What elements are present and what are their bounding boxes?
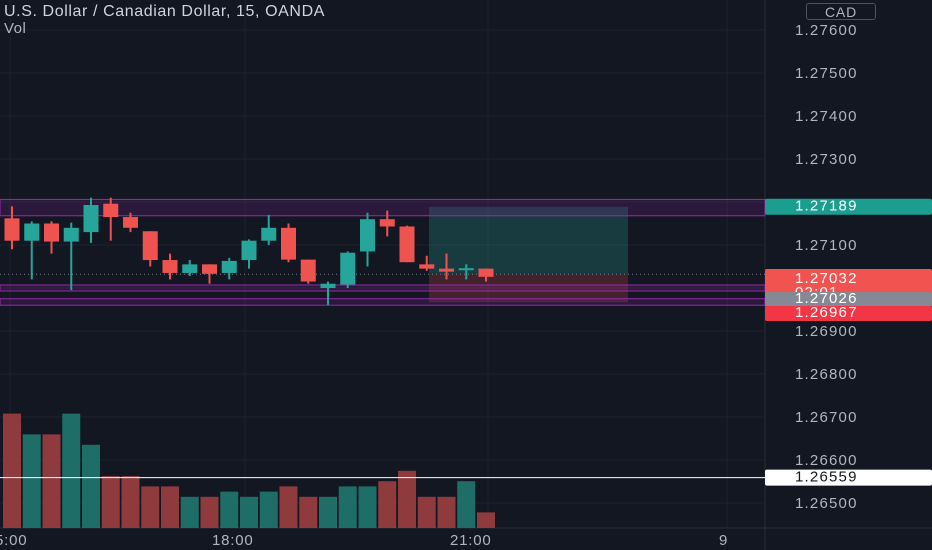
volume-bar <box>338 486 357 528</box>
price-axis-label: 1.26700 <box>795 409 858 426</box>
candle-body <box>44 223 59 242</box>
candle-body <box>202 264 217 274</box>
volume-legend[interactable]: Vol <box>4 20 27 37</box>
price-axis-label: 1.27300 <box>795 151 858 168</box>
volume-bar <box>417 496 436 528</box>
volume-bar <box>62 413 81 528</box>
time-axis-label: 21:00 <box>450 532 492 549</box>
candle-body <box>458 268 474 271</box>
loss-zone[interactable] <box>429 274 628 303</box>
current-price-tag: 1.27032 <box>795 270 858 287</box>
upper-price-tag: 1.27189 <box>795 198 858 215</box>
support-band-low[interactable] <box>0 298 766 306</box>
volume-bar <box>220 491 239 528</box>
volume-bar <box>101 476 120 528</box>
candle-body <box>63 227 79 242</box>
volume-bar <box>437 496 456 528</box>
volume-bar <box>42 434 61 528</box>
candle-body <box>300 259 316 282</box>
volume-bar <box>279 486 298 528</box>
price-axis-label: 1.27500 <box>795 65 858 82</box>
candle-body <box>182 264 198 273</box>
volume-bar <box>457 481 476 528</box>
volume-bar <box>200 496 219 528</box>
volume-bar <box>319 496 337 528</box>
lower-price-tag-bg <box>765 306 932 321</box>
time-axis[interactable]: 5:00 18:00 21:00 9 <box>0 532 728 549</box>
price-axis-label: 1.26900 <box>795 323 858 340</box>
volume-bar <box>121 476 140 528</box>
volume-bar <box>180 496 199 528</box>
volume-bar <box>141 486 160 528</box>
volume-bar <box>82 444 100 528</box>
upper-price-tag-bg <box>765 198 932 215</box>
price-axis-label: 1.27100 <box>795 237 858 254</box>
volume-bar <box>240 496 258 528</box>
candle-body <box>83 205 99 233</box>
mid-price-tag-bg <box>765 292 932 307</box>
volume-bar <box>378 481 397 528</box>
candle-body <box>123 217 138 228</box>
candle-body <box>340 252 356 285</box>
position-zones[interactable] <box>0 206 765 303</box>
candle-body <box>162 260 178 273</box>
candle-body <box>24 223 40 241</box>
price-axis-label: 1.26800 <box>795 366 858 383</box>
price-axis-label: 1.26600 <box>795 452 858 469</box>
time-axis-label: 18:00 <box>212 532 254 549</box>
volume-bar <box>299 496 318 528</box>
time-axis-label: 9 <box>719 532 728 549</box>
candle-body <box>439 268 454 272</box>
candle-body <box>221 260 237 273</box>
volume-bar <box>161 486 179 528</box>
volume-bar <box>477 512 495 528</box>
candle-body <box>478 268 494 277</box>
profit-zone[interactable] <box>429 206 628 275</box>
price-axis-label: 1.27400 <box>795 108 858 125</box>
time-axis-label: 5:00 <box>0 532 27 549</box>
candles <box>4 197 494 306</box>
support-band[interactable] <box>0 284 766 292</box>
price-axis-label: 1.27600 <box>795 22 858 39</box>
price-axis[interactable]: 1.27600 1.27500 1.27400 1.27300 1.27100 1.269… <box>795 22 858 512</box>
volume-bar <box>259 491 278 528</box>
price-axis-label: 1.26500 <box>795 495 858 512</box>
candle-body <box>241 240 257 261</box>
lower-price-tag: 1.26967 <box>795 304 858 321</box>
volume-bar <box>358 486 377 528</box>
volume-bar <box>22 434 41 528</box>
candle-body <box>379 219 395 227</box>
chart-legend: U.S. Dollar / Canadian Dollar, 15, OANDA… <box>4 2 325 36</box>
candle-body <box>281 227 296 260</box>
candle-body <box>360 219 375 252</box>
line-price-tag: 1.26559 <box>795 469 858 486</box>
currency-button[interactable]: CAD <box>806 3 876 20</box>
candle-body <box>4 218 20 241</box>
candle-body <box>261 227 277 241</box>
volume-bar <box>398 470 416 528</box>
candle-body <box>399 226 415 263</box>
line-price-tag-bg <box>765 469 932 486</box>
symbol-title[interactable]: U.S. Dollar / Canadian Dollar, 15, OANDA <box>4 3 326 20</box>
candle-body <box>142 231 158 261</box>
candle-body <box>103 203 119 218</box>
candle-body <box>419 264 435 269</box>
candle-body <box>320 283 336 288</box>
price-bands[interactable] <box>0 198 766 306</box>
volume-bar <box>3 413 21 528</box>
volume-bars <box>3 413 495 528</box>
mid-price-tag: 1.27026 <box>795 290 858 307</box>
